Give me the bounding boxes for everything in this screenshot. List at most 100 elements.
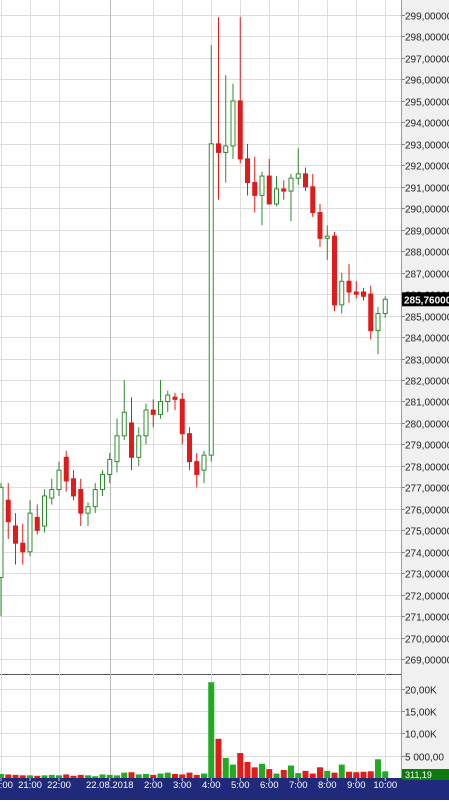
volume-bar-down [346, 771, 352, 778]
candle-up [27, 500, 33, 557]
price-tick-label: 277,000000 [405, 484, 449, 495]
volume-bar-down [251, 767, 258, 778]
last-price-label: 285,76000 [404, 295, 449, 306]
candle-down [20, 523, 26, 565]
volume-bar-down [367, 771, 374, 778]
time-tick-label: 4:00 [202, 780, 221, 791]
candle-body [361, 291, 366, 297]
time-tick-label: 8:00 [318, 780, 337, 791]
candle-body [382, 298, 388, 314]
candle-down [245, 143, 250, 196]
volume-bar-up [56, 775, 62, 778]
candle-series [0, 17, 388, 617]
candle-up [85, 502, 91, 527]
price-tick-label: 276,000000 [405, 506, 449, 517]
candle-body [0, 486, 4, 579]
volume-bar-down [172, 773, 178, 778]
candle-body [78, 489, 84, 514]
candle-down [194, 453, 200, 488]
candle-body [85, 506, 91, 514]
price-tick-label: 299,000000 [405, 12, 449, 23]
price-tick-label: 284,000000 [405, 334, 449, 345]
candle-up [49, 478, 55, 505]
volume-bar-down [353, 772, 360, 778]
last-price-tag [402, 292, 449, 307]
candle-up [201, 450, 207, 484]
candle-up [114, 418, 120, 473]
time-tick-label: 6:00 [260, 780, 279, 791]
candle-body [34, 516, 40, 531]
candle-down [129, 397, 134, 471]
candle-up [92, 483, 98, 514]
candle-up [375, 307, 381, 355]
candle-body [129, 422, 134, 458]
candle-down [266, 158, 272, 205]
candle-body [252, 181, 258, 196]
candle-down [63, 450, 69, 492]
price-tick-label: 282,000000 [405, 377, 449, 388]
candle-down [179, 392, 185, 445]
time-axis: 20:00 21:00 22:00 22.08.2018 2:00 3:00 4:00 5:0… [0, 778, 397, 791]
price-tick-label: 269,000000 [405, 656, 449, 667]
volume-bar-up [164, 772, 171, 778]
candle-down [361, 287, 366, 301]
candle-body [375, 312, 381, 332]
time-tick-label: 21:00 [18, 780, 42, 791]
candle-down [281, 180, 287, 200]
time-tick-label: 3:00 [173, 780, 192, 791]
candle-body [230, 100, 236, 147]
price-tick-label: 290,000000 [405, 205, 449, 216]
candle-body [107, 458, 113, 475]
volume-bar-up [143, 773, 149, 778]
candle-body [201, 454, 207, 471]
candle-body [100, 473, 105, 491]
candle-up [295, 148, 301, 185]
candle-down [5, 483, 11, 539]
candle-body [63, 456, 69, 482]
price-tick-label: 287,000000 [405, 270, 449, 281]
candle-down [332, 231, 337, 312]
candle-body [317, 212, 323, 239]
volume-bar-down [317, 767, 323, 778]
price-tick-label: 293,000000 [405, 141, 449, 152]
candle-body [245, 158, 250, 183]
volume-tick-label: 5 000,00 [405, 753, 444, 764]
candle-body [150, 409, 156, 415]
volume-bar-up [41, 775, 48, 778]
volume-bar-down [280, 769, 287, 778]
candle-up [288, 173, 294, 222]
volume-bar-down [266, 769, 273, 778]
candle-up [136, 427, 142, 466]
time-tick-label: 22:00 [47, 780, 71, 791]
candle-body [121, 411, 127, 437]
price-tick-label: 292,000000 [405, 162, 449, 173]
time-tick-label: 20:00 [0, 780, 13, 791]
volume-bar-up [338, 764, 345, 778]
volume-bar-up [288, 765, 294, 778]
candle-up [339, 272, 345, 314]
volume-bar-up [114, 775, 120, 778]
candle-up [107, 453, 113, 484]
candle-body [368, 293, 374, 332]
candle-down [187, 427, 192, 471]
candle-down [78, 478, 84, 527]
price-tick-label: 291,000000 [405, 184, 449, 195]
candle-down [368, 285, 374, 340]
volume-bar-up [273, 773, 280, 778]
candle-body [295, 173, 301, 179]
candle-body [332, 235, 337, 306]
volume-bar-up [259, 763, 265, 778]
candle-down [216, 17, 221, 200]
price-tick-label: 297,000000 [405, 55, 449, 66]
candle-down [150, 399, 156, 428]
volume-bar-up [201, 773, 207, 778]
volume-bar-down [309, 773, 316, 778]
candle-body [194, 461, 200, 475]
candle-body [20, 542, 26, 553]
volume-bar-down [5, 774, 12, 778]
price-tick-label: 274,000000 [405, 549, 449, 560]
price-tick-label: 285,000000 [405, 313, 449, 324]
volume-bar-down [128, 772, 135, 778]
